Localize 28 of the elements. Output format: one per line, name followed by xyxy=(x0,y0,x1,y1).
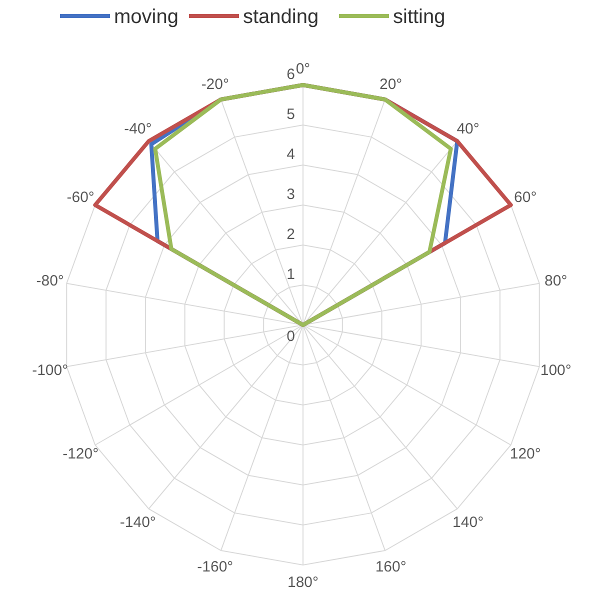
spoke-label: 160° xyxy=(375,558,406,576)
y-tick-label: 4 xyxy=(286,146,295,163)
spoke-label: -60° xyxy=(66,188,94,206)
spoke-label: -140° xyxy=(120,514,156,531)
spoke-label: 40° xyxy=(456,120,480,138)
legend-label: sitting xyxy=(393,6,446,28)
spoke-label: 140° xyxy=(452,514,484,531)
spoke-label: -40° xyxy=(124,120,152,138)
spoke-label: 60° xyxy=(514,188,537,206)
spoke-label: 0° xyxy=(296,60,310,78)
y-tick-label: 3 xyxy=(286,186,295,203)
y-tick-label: 2 xyxy=(286,226,295,243)
spoke-label: 120° xyxy=(510,446,541,463)
legend-label: standing xyxy=(243,6,319,28)
spoke-label: -20° xyxy=(201,76,230,93)
spoke-label: -100° xyxy=(32,362,68,379)
y-tick-label: 1 xyxy=(286,266,295,283)
spoke-label: -120° xyxy=(62,446,99,463)
spoke-label: 20° xyxy=(379,76,402,93)
spoke-label: 100° xyxy=(540,362,572,379)
y-tick-label: 5 xyxy=(286,106,295,123)
legend-label: moving xyxy=(114,6,178,28)
y-tick-label: 6 xyxy=(286,66,295,83)
spoke-label: -80° xyxy=(36,272,64,290)
spoke-label: -160° xyxy=(197,558,234,576)
spoke-label: 180° xyxy=(287,574,319,592)
spoke-label: 80° xyxy=(544,272,568,290)
y-tick-label: 0 xyxy=(286,328,295,345)
